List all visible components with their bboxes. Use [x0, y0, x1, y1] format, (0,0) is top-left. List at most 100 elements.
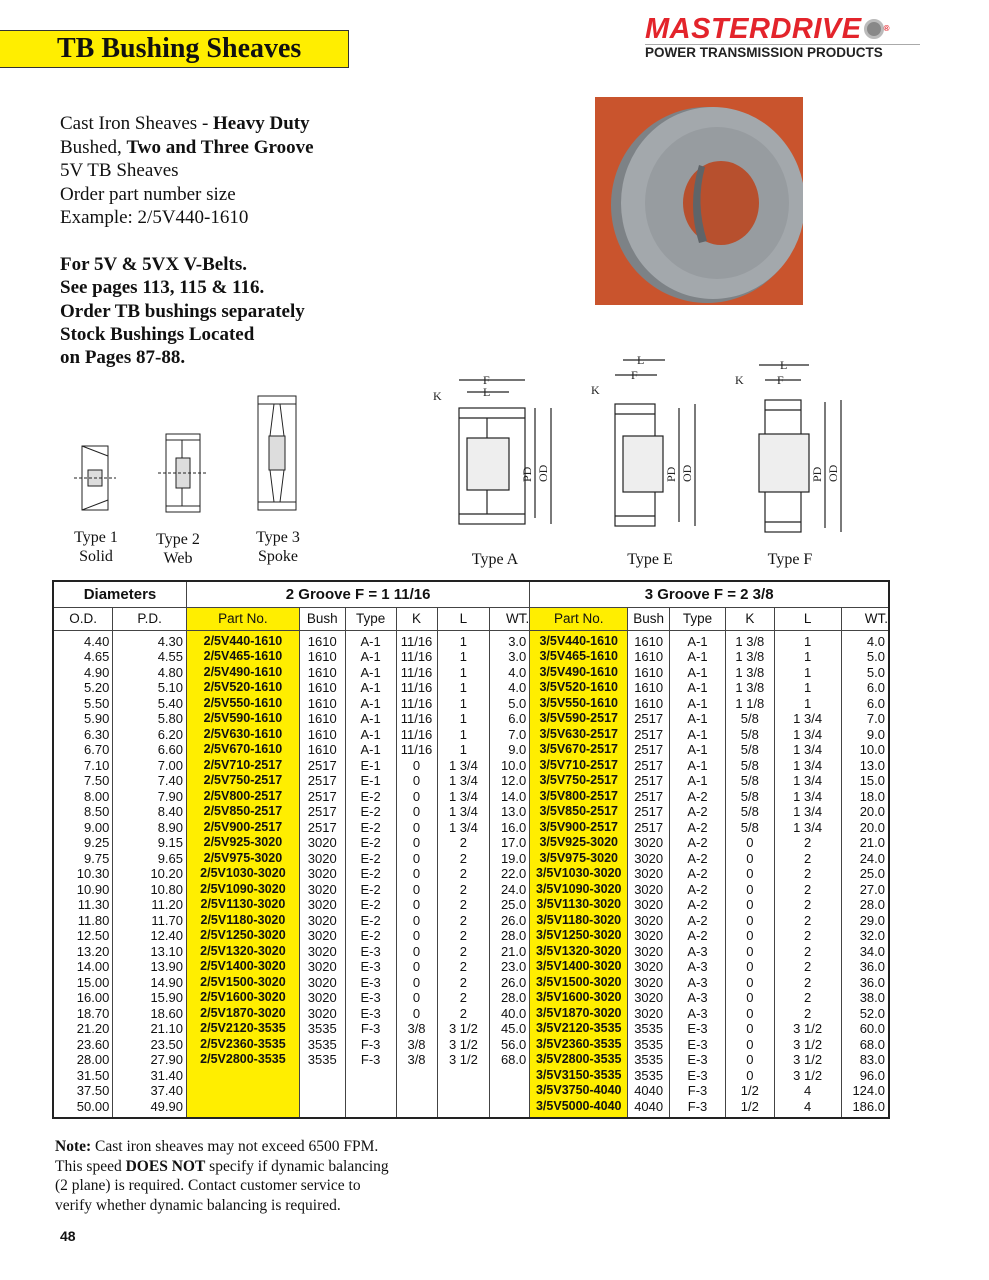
cell-part-no: 2/5V850-2517: [186, 804, 300, 820]
cell-k: 0: [395, 974, 438, 990]
cell-l: 2: [773, 974, 842, 990]
cell-wt: [489, 1067, 531, 1083]
type-3-diagram: [252, 392, 302, 519]
cell-wt: 34.0: [840, 943, 890, 959]
cell-type: E-3: [669, 1021, 726, 1037]
cell-k: 0: [724, 897, 775, 913]
intro-example: Example: 2/5V440-1610: [60, 207, 249, 228]
cell-k: [395, 1067, 438, 1083]
cell-wt: 22.0: [489, 866, 531, 882]
cell-part-no: 3/5V2120-3535: [529, 1021, 629, 1037]
cell-type: A-1: [344, 711, 397, 727]
type-e-label: Type E: [627, 551, 673, 568]
cell-bush: 3020: [627, 974, 671, 990]
cell-type: E-2: [344, 850, 397, 866]
cell-pd: 11.20: [112, 897, 187, 913]
cell-pd: 15.90: [112, 990, 187, 1006]
cell-k: 0: [724, 943, 775, 959]
cell-od: 31.50: [52, 1067, 114, 1083]
table-row: 50.00 49.90 3/5V5000-4040 4040 F-3 1/2 4 186.0: [52, 1098, 890, 1118]
table-row: 10.90 10.80 2/5V1090-3020 3020 E-2 0 2 24.0 3/5V…: [52, 881, 890, 897]
note-line: on Pages 87-88.: [60, 347, 186, 369]
note-text: (2 plane) is required. Contact customer …: [55, 1177, 361, 1194]
cell-type: E-2: [344, 866, 397, 882]
cell-k: 11/16: [395, 680, 438, 696]
cell-k: 11/16: [395, 664, 438, 680]
cell-bush: 3020: [298, 974, 346, 990]
cell-part-no: 2/5V900-2517: [186, 819, 300, 835]
intro-text: Order part number size: [60, 183, 236, 205]
cell-wt: 56.0: [489, 1036, 531, 1052]
type-label: Type 2: [156, 531, 200, 548]
cell-part-no: [186, 1083, 300, 1099]
cell-bush: 3020: [627, 850, 671, 866]
cell-bush: 3020: [627, 897, 671, 913]
cell-bush: 2517: [627, 711, 671, 727]
cell-part-no: 3/5V900-2517: [529, 819, 629, 835]
cell-part-no: 2/5V1500-3020: [186, 974, 300, 990]
cell-part-no: 2/5V750-2517: [186, 773, 300, 789]
dim-f: F: [777, 373, 784, 387]
cell-k: [395, 1098, 438, 1118]
cell-wt: 96.0: [840, 1067, 890, 1083]
cell-part-no: 2/5V1090-3020: [186, 881, 300, 897]
cell-l: 3 1/2: [773, 1036, 842, 1052]
cell-k: 3/8: [395, 1021, 438, 1037]
cell-l: 1 3/4: [436, 819, 491, 835]
cell-wt: 20.0: [840, 819, 890, 835]
cell-l: 1: [436, 695, 491, 711]
cell-part-no: 2/5V2800-3535: [186, 1052, 300, 1068]
cell-wt: 28.0: [489, 928, 531, 944]
col-header-pd: P.D.: [112, 606, 187, 631]
cell-type: E-2: [344, 912, 397, 928]
table-row: 8.50 8.40 2/5V850-2517 2517 E-2 0 1 3/4 13.0 3/5…: [52, 804, 890, 820]
cell-bush: 3020: [298, 959, 346, 975]
cell-type: E-2: [344, 835, 397, 851]
cell-part-no: [186, 1098, 300, 1118]
cell-bush: 2517: [627, 819, 671, 835]
cell-od: 4.90: [52, 664, 114, 680]
cell-wt: 26.0: [489, 912, 531, 928]
cell-wt: 5.0: [840, 649, 890, 665]
cell-type: E-1: [344, 757, 397, 773]
cell-wt: 28.0: [489, 990, 531, 1006]
type-2-diagram: [158, 430, 208, 521]
col-header-od: O.D.: [52, 606, 114, 631]
cell-pd: 4.80: [112, 664, 187, 680]
product-intro: Cast Iron Sheaves - Heavy Duty Bushed, T…: [60, 112, 314, 230]
cell-type: A-1: [344, 742, 397, 758]
table-row: 5.90 5.80 2/5V590-1610 1610 A-1 11/16 1 6.0 3/5V…: [52, 711, 890, 727]
cell-od: 8.50: [52, 804, 114, 820]
cell-type: F-3: [669, 1098, 726, 1118]
cell-bush: 3020: [627, 990, 671, 1006]
cell-wt: 21.0: [489, 943, 531, 959]
intro-text: Cast Iron Sheaves -: [60, 113, 214, 134]
cell-part-no: 2/5V1030-3020: [186, 866, 300, 882]
cell-od: 37.50: [52, 1083, 114, 1099]
cell-wt: 7.0: [840, 711, 890, 727]
col-header-l: L: [436, 606, 491, 631]
cell-l: 1: [436, 711, 491, 727]
col-header-type: Type: [669, 606, 726, 631]
cell-type: E-2: [344, 804, 397, 820]
cell-od: 5.50: [52, 695, 114, 711]
cell-bush: 1610: [627, 680, 671, 696]
diameters-header: Diameters: [52, 580, 187, 608]
cell-type: A-2: [669, 850, 726, 866]
cell-k: 11/16: [395, 649, 438, 665]
cell-l: 2: [773, 943, 842, 959]
cell-k: 0: [395, 990, 438, 1006]
cell-bush: 3020: [298, 928, 346, 944]
cell-part-no: 3/5V3150-3535: [529, 1067, 629, 1083]
cell-type: A-2: [669, 819, 726, 835]
table-row: 5.50 5.40 2/5V550-1610 1610 A-1 11/16 1 5.0 3/5V…: [52, 695, 890, 711]
col-header-part-no: Part No.: [186, 606, 300, 631]
dim-l: L: [637, 353, 644, 367]
cell-l: 2: [773, 850, 842, 866]
cell-l: 2: [436, 974, 491, 990]
cell-k: 0: [724, 866, 775, 882]
table-row: 11.30 11.20 2/5V1130-3020 3020 E-2 0 2 25.0 3/5V…: [52, 897, 890, 913]
cell-k: 11/16: [395, 742, 438, 758]
cell-bush: 4040: [627, 1083, 671, 1099]
cell-type: E-3: [344, 959, 397, 975]
